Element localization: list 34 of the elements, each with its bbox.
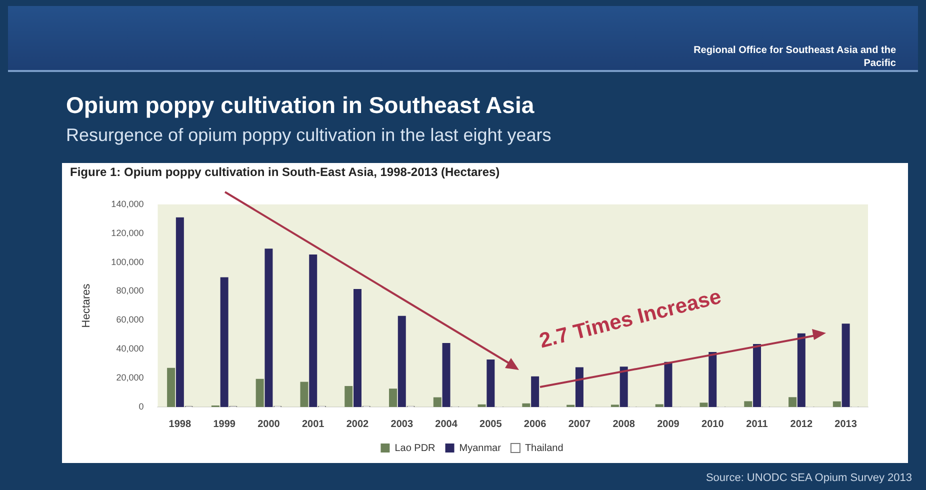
x-tick-label: 2009 bbox=[657, 418, 680, 430]
x-tick-label: 2001 bbox=[302, 418, 325, 430]
x-tick-label: 1999 bbox=[213, 418, 236, 430]
x-tick-label: 2007 bbox=[568, 418, 592, 430]
y-tick-label: 20,000 bbox=[116, 372, 144, 383]
x-tick-label: 2005 bbox=[480, 418, 502, 430]
x-tick-label: 2004 bbox=[435, 418, 458, 430]
legend-label: Myanmar bbox=[459, 442, 502, 454]
y-tick-label: 0 bbox=[138, 401, 144, 412]
y-tick-label: 120,000 bbox=[111, 228, 144, 238]
x-tick-label: 2002 bbox=[346, 418, 370, 430]
caption: Figure 1: Opium poppy cultivation in South-East Asia, 1998-2013 (Hectares) bbox=[70, 165, 500, 179]
y-tick-label: 140,000 bbox=[111, 198, 144, 209]
y-tick-label: 80,000 bbox=[116, 286, 144, 296]
x-tick-label: 2010 bbox=[702, 418, 724, 430]
chart-title: Opium poppy cultivation in Southeast Asia bbox=[66, 92, 534, 119]
x-tick-label: 2011 bbox=[746, 418, 768, 430]
legend-label: Lao PDR bbox=[394, 442, 436, 454]
chart-subtitle: Resurgence of opium poppy cultivation in the last eight years bbox=[66, 125, 552, 146]
y-tick-label: 100,000 bbox=[111, 256, 144, 267]
x-tick-label: 2013 bbox=[834, 418, 858, 430]
source-note: Source: UNODC SEA Opium Survey 2013 bbox=[706, 472, 912, 484]
y-axis-title: Hectares bbox=[80, 283, 93, 328]
y-tick-label: 60,000 bbox=[116, 314, 144, 325]
x-tick-label: 2008 bbox=[612, 418, 636, 430]
y-tick-label: 40,000 bbox=[116, 344, 144, 354]
legend-label: Thailand bbox=[524, 442, 564, 454]
annotation: 2.7 Times Increase bbox=[537, 285, 724, 354]
x-tick-label: 2003 bbox=[390, 418, 414, 430]
x-tick-label: 2000 bbox=[258, 418, 280, 430]
x-tick-label: 2012 bbox=[790, 418, 813, 430]
text: Regional Office for Southeast Asia and the Pacific bbox=[692, 44, 896, 70]
x-tick-label: 2006 bbox=[524, 418, 547, 430]
x-tick-label: 1998 bbox=[168, 418, 192, 430]
